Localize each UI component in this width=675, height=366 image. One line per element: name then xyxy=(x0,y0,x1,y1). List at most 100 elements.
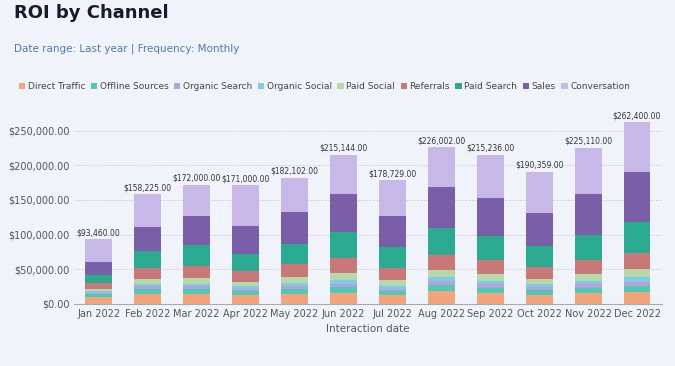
Bar xyxy=(624,172,651,222)
Bar xyxy=(477,236,504,260)
Bar xyxy=(526,287,553,290)
Bar xyxy=(232,288,259,291)
Bar xyxy=(281,243,308,264)
Bar xyxy=(624,269,651,277)
Bar xyxy=(574,260,601,274)
Text: $182,102.00: $182,102.00 xyxy=(271,167,319,176)
Bar xyxy=(379,216,406,247)
Bar xyxy=(379,280,406,286)
Bar xyxy=(134,284,161,287)
Bar xyxy=(232,281,259,287)
Bar xyxy=(379,295,406,304)
Y-axis label: Linear: Linear xyxy=(0,193,2,225)
Legend: Direct Traffic, Offline Sources, Organic Search, Organic Social, Paid Social, Re: Direct Traffic, Offline Sources, Organic… xyxy=(18,81,631,92)
Bar xyxy=(134,289,161,294)
Bar xyxy=(85,297,112,304)
Bar xyxy=(330,155,357,194)
Text: $215,144.00: $215,144.00 xyxy=(319,144,367,153)
Bar xyxy=(183,294,210,304)
Bar xyxy=(85,283,112,288)
Bar xyxy=(428,147,455,187)
Bar xyxy=(281,212,308,243)
Bar xyxy=(379,268,406,280)
Bar xyxy=(281,289,308,294)
Bar xyxy=(428,291,455,304)
Bar xyxy=(281,286,308,289)
Bar xyxy=(477,284,504,288)
Bar xyxy=(624,277,651,281)
Bar xyxy=(232,271,259,281)
Bar xyxy=(232,226,259,254)
Bar xyxy=(232,287,259,288)
Bar xyxy=(330,287,357,293)
Bar xyxy=(183,287,210,289)
Bar xyxy=(624,253,651,269)
Bar xyxy=(624,292,651,304)
Bar xyxy=(526,246,553,267)
Bar xyxy=(330,194,357,232)
Text: $171,000.00: $171,000.00 xyxy=(221,174,270,183)
Bar xyxy=(379,180,406,216)
Bar xyxy=(379,286,406,288)
Bar xyxy=(379,288,406,291)
Bar xyxy=(330,293,357,304)
Text: $262,400.00: $262,400.00 xyxy=(613,111,662,120)
Bar xyxy=(134,287,161,289)
Bar xyxy=(232,291,259,295)
Bar xyxy=(428,270,455,277)
Bar xyxy=(183,245,210,266)
Text: $93,460.00: $93,460.00 xyxy=(77,228,121,237)
Bar xyxy=(330,284,357,287)
Bar xyxy=(574,281,601,284)
Bar xyxy=(134,227,161,251)
Bar xyxy=(232,254,259,271)
Bar xyxy=(330,273,357,280)
Bar xyxy=(428,281,455,285)
Bar xyxy=(624,286,651,292)
Bar xyxy=(85,288,112,291)
Text: $215,236.00: $215,236.00 xyxy=(466,144,514,153)
Bar xyxy=(526,172,553,213)
Bar xyxy=(526,279,553,284)
Bar xyxy=(379,291,406,295)
Bar xyxy=(624,222,651,253)
Bar xyxy=(477,288,504,294)
Bar xyxy=(134,269,161,279)
Bar xyxy=(85,293,112,294)
Bar xyxy=(330,232,357,258)
Bar xyxy=(85,291,112,293)
Bar xyxy=(330,258,357,273)
Text: Date range: Last year | Frequency: Monthly: Date range: Last year | Frequency: Month… xyxy=(14,44,239,55)
Text: $172,000.00: $172,000.00 xyxy=(172,174,221,183)
Bar xyxy=(477,274,504,281)
Bar xyxy=(281,283,308,286)
Bar xyxy=(574,235,601,260)
Bar xyxy=(85,239,112,262)
Bar xyxy=(428,228,455,255)
Bar xyxy=(428,255,455,270)
Bar xyxy=(477,198,504,236)
Bar xyxy=(574,194,601,235)
Bar xyxy=(183,278,210,284)
Bar xyxy=(477,260,504,274)
Bar xyxy=(526,295,553,304)
Bar xyxy=(526,290,553,295)
Bar xyxy=(574,148,601,194)
Bar xyxy=(574,294,601,304)
Bar xyxy=(428,277,455,281)
Bar xyxy=(281,294,308,304)
Text: $190,359.00: $190,359.00 xyxy=(515,161,564,170)
Bar xyxy=(183,266,210,278)
Bar xyxy=(428,187,455,228)
Text: $225,110.00: $225,110.00 xyxy=(564,137,612,146)
Bar xyxy=(134,251,161,269)
Bar xyxy=(85,262,112,275)
Bar xyxy=(624,122,651,172)
Bar xyxy=(574,274,601,281)
Bar xyxy=(183,185,210,216)
Bar xyxy=(428,285,455,291)
Text: $178,729.00: $178,729.00 xyxy=(369,169,416,178)
Bar xyxy=(526,267,553,279)
Text: ROI by Channel: ROI by Channel xyxy=(14,4,168,22)
Bar xyxy=(232,186,259,226)
